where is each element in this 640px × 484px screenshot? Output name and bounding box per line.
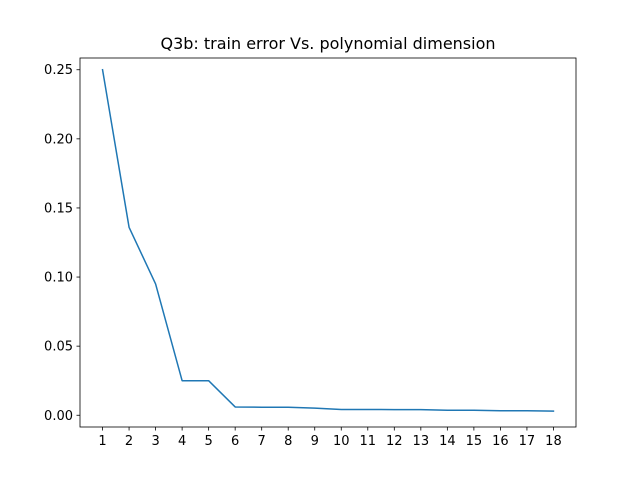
x-tick-label: 13 <box>413 434 430 449</box>
x-tick-label: 2 <box>125 434 133 449</box>
x-tick-label: 8 <box>284 434 292 449</box>
x-tick-label: 14 <box>439 434 456 449</box>
chart-title: Q3b: train error Vs. polynomial dimensio… <box>160 34 495 53</box>
x-tick-label: 18 <box>545 434 562 449</box>
y-tick-label: 0.05 <box>44 340 73 355</box>
series-line-0 <box>101 68 555 412</box>
y-tick-label: 0.25 <box>44 63 73 78</box>
x-tick-label: 17 <box>519 434 536 449</box>
x-tick-label: 7 <box>258 434 266 449</box>
x-tick-label: 11 <box>360 434 377 449</box>
x-tick-label: 16 <box>492 434 509 449</box>
y-tick-label: 0.15 <box>44 201 73 216</box>
x-tick-label: 9 <box>311 434 319 449</box>
axes-frame <box>79 57 577 428</box>
x-tick-label: 6 <box>231 434 239 449</box>
plot-area: 1 2 3 4 5 6 7 8 9 10 11 12 13 14 15 16 17 180.000.050.100… <box>44 57 577 449</box>
x-tick-label: 10 <box>333 434 350 449</box>
x-tick-label: 5 <box>205 434 213 449</box>
x-tick-label: 3 <box>151 434 159 449</box>
x-tick-label: 1 <box>98 434 106 449</box>
y-tick-label: 0.10 <box>44 271 73 286</box>
y-tick-label: 0.00 <box>44 409 73 424</box>
x-tick-label: 15 <box>466 434 483 449</box>
x-tick-label: 4 <box>178 434 186 449</box>
y-tick-label: 0.20 <box>44 132 73 147</box>
x-tick-label: 12 <box>386 434 403 449</box>
